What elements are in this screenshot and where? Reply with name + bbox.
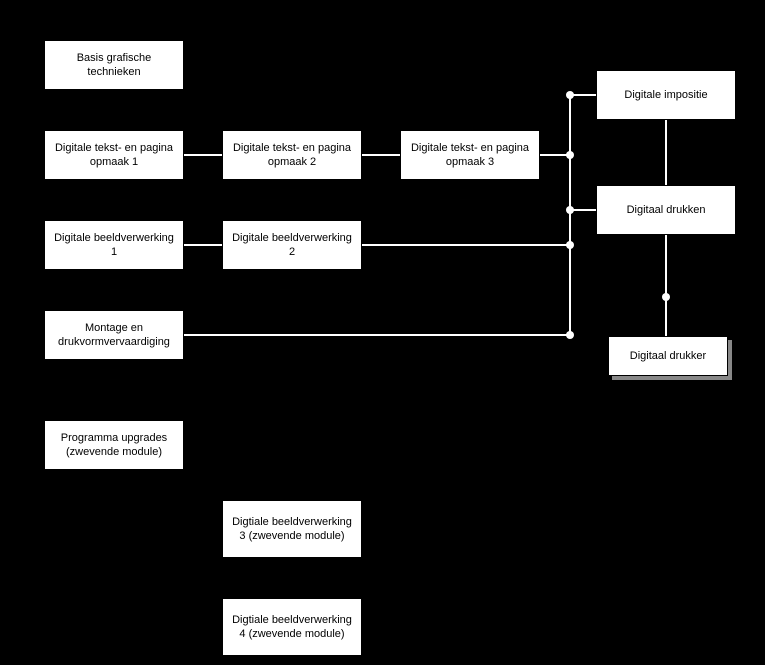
node-digtiale-beeld-3: Digtiale beeldverwerking 3 (zwevende mod… bbox=[222, 500, 362, 558]
node-basis-grafische: Basis grafische technieken bbox=[44, 40, 184, 90]
node-digitale-beeld-1: Digitale beeldverwerking 1 bbox=[44, 220, 184, 270]
edge bbox=[184, 244, 222, 246]
edge bbox=[665, 235, 667, 299]
edge bbox=[665, 120, 667, 185]
node-digtiale-beeld-4: Digtiale beeldverwerking 4 (zwevende mod… bbox=[222, 598, 362, 656]
node-digitale-tekst-3: Digitale tekst- en pagina opmaak 3 bbox=[400, 130, 540, 180]
joint bbox=[662, 293, 670, 301]
node-digitale-impositie: Digitale impositie bbox=[596, 70, 736, 120]
edge bbox=[362, 154, 400, 156]
joint bbox=[566, 151, 574, 159]
node-digitaal-drukker bbox=[612, 340, 732, 380]
joint bbox=[566, 91, 574, 99]
node-montage: Montage en drukvormvervaardiging bbox=[44, 310, 184, 360]
edge-bus-vertical bbox=[569, 94, 571, 337]
edge bbox=[665, 297, 667, 336]
node-digitale-tekst-2: Digitale tekst- en pagina opmaak 2 bbox=[222, 130, 362, 180]
node-programma-upgrades: Programma upgrades (zwevende module) bbox=[44, 420, 184, 470]
edge bbox=[362, 244, 571, 246]
joint bbox=[566, 241, 574, 249]
edge bbox=[184, 154, 222, 156]
joint bbox=[566, 206, 574, 214]
node-digitaal-drukken: Digitaal drukken bbox=[596, 185, 736, 235]
node-digitale-beeld-2: Digitale beeldverwerking 2 bbox=[222, 220, 362, 270]
edge bbox=[184, 334, 571, 336]
node-digitale-tekst-1: Digitale tekst- en pagina opmaak 1 bbox=[44, 130, 184, 180]
joint bbox=[566, 331, 574, 339]
